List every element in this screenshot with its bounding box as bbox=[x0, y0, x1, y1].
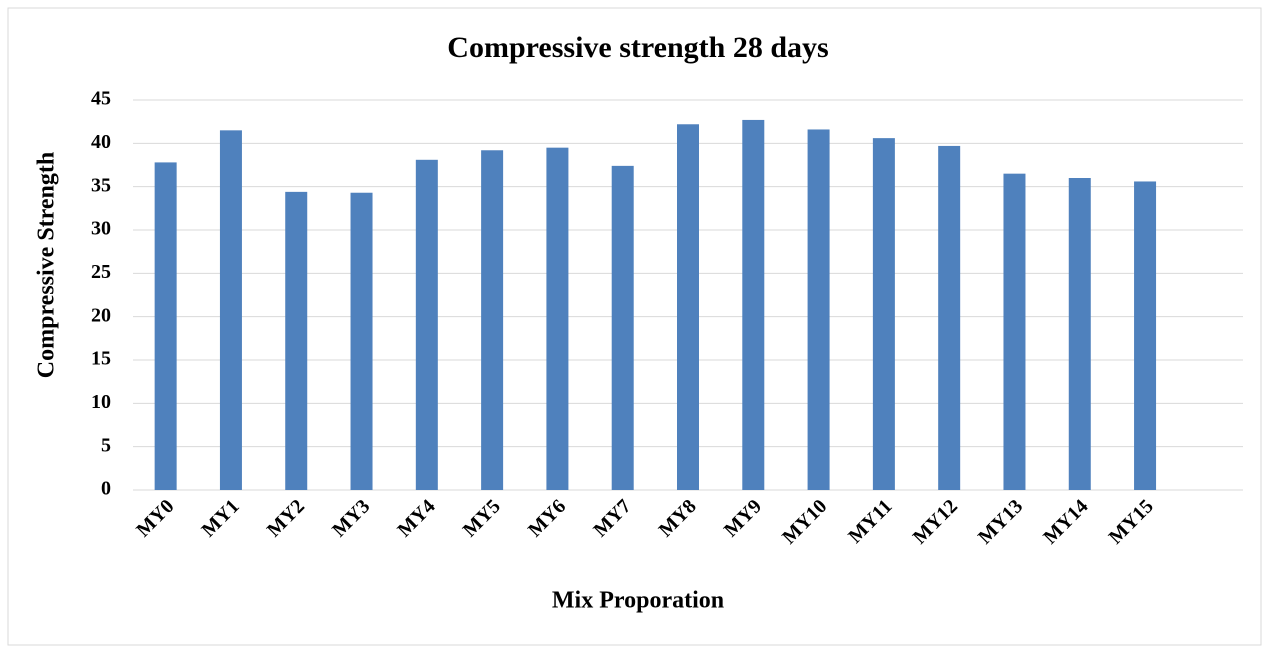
bar bbox=[611, 165, 634, 490]
bar bbox=[481, 150, 504, 490]
bar bbox=[872, 138, 895, 490]
chart-border bbox=[7, 7, 1262, 646]
bar bbox=[742, 119, 765, 490]
y-tick-label: 0 bbox=[101, 478, 111, 500]
bar bbox=[219, 130, 242, 491]
bar bbox=[415, 159, 438, 491]
y-tick-label: 15 bbox=[91, 348, 111, 370]
bar bbox=[546, 147, 569, 490]
y-tick-label: 35 bbox=[91, 174, 111, 196]
bar bbox=[1003, 173, 1026, 490]
bar bbox=[1134, 181, 1157, 490]
y-axis-label: Compressive Strength bbox=[34, 152, 60, 378]
y-tick-label: 25 bbox=[91, 261, 111, 283]
bar bbox=[154, 162, 177, 490]
bar bbox=[350, 192, 373, 490]
chart-title: Compressive strength 28 days bbox=[447, 31, 828, 64]
y-tick-label: 5 bbox=[101, 434, 111, 456]
bar bbox=[807, 129, 830, 490]
x-axis-label: Mix Proporation bbox=[552, 588, 724, 614]
y-tick-label: 10 bbox=[91, 391, 111, 413]
y-tick-label: 30 bbox=[91, 218, 111, 240]
y-tick-label: 20 bbox=[91, 304, 111, 326]
y-tick-label: 40 bbox=[91, 131, 111, 153]
bar bbox=[1068, 178, 1091, 490]
y-tick-label: 45 bbox=[91, 88, 111, 110]
bar bbox=[938, 145, 961, 490]
bar bbox=[285, 191, 308, 490]
bar bbox=[677, 124, 699, 491]
